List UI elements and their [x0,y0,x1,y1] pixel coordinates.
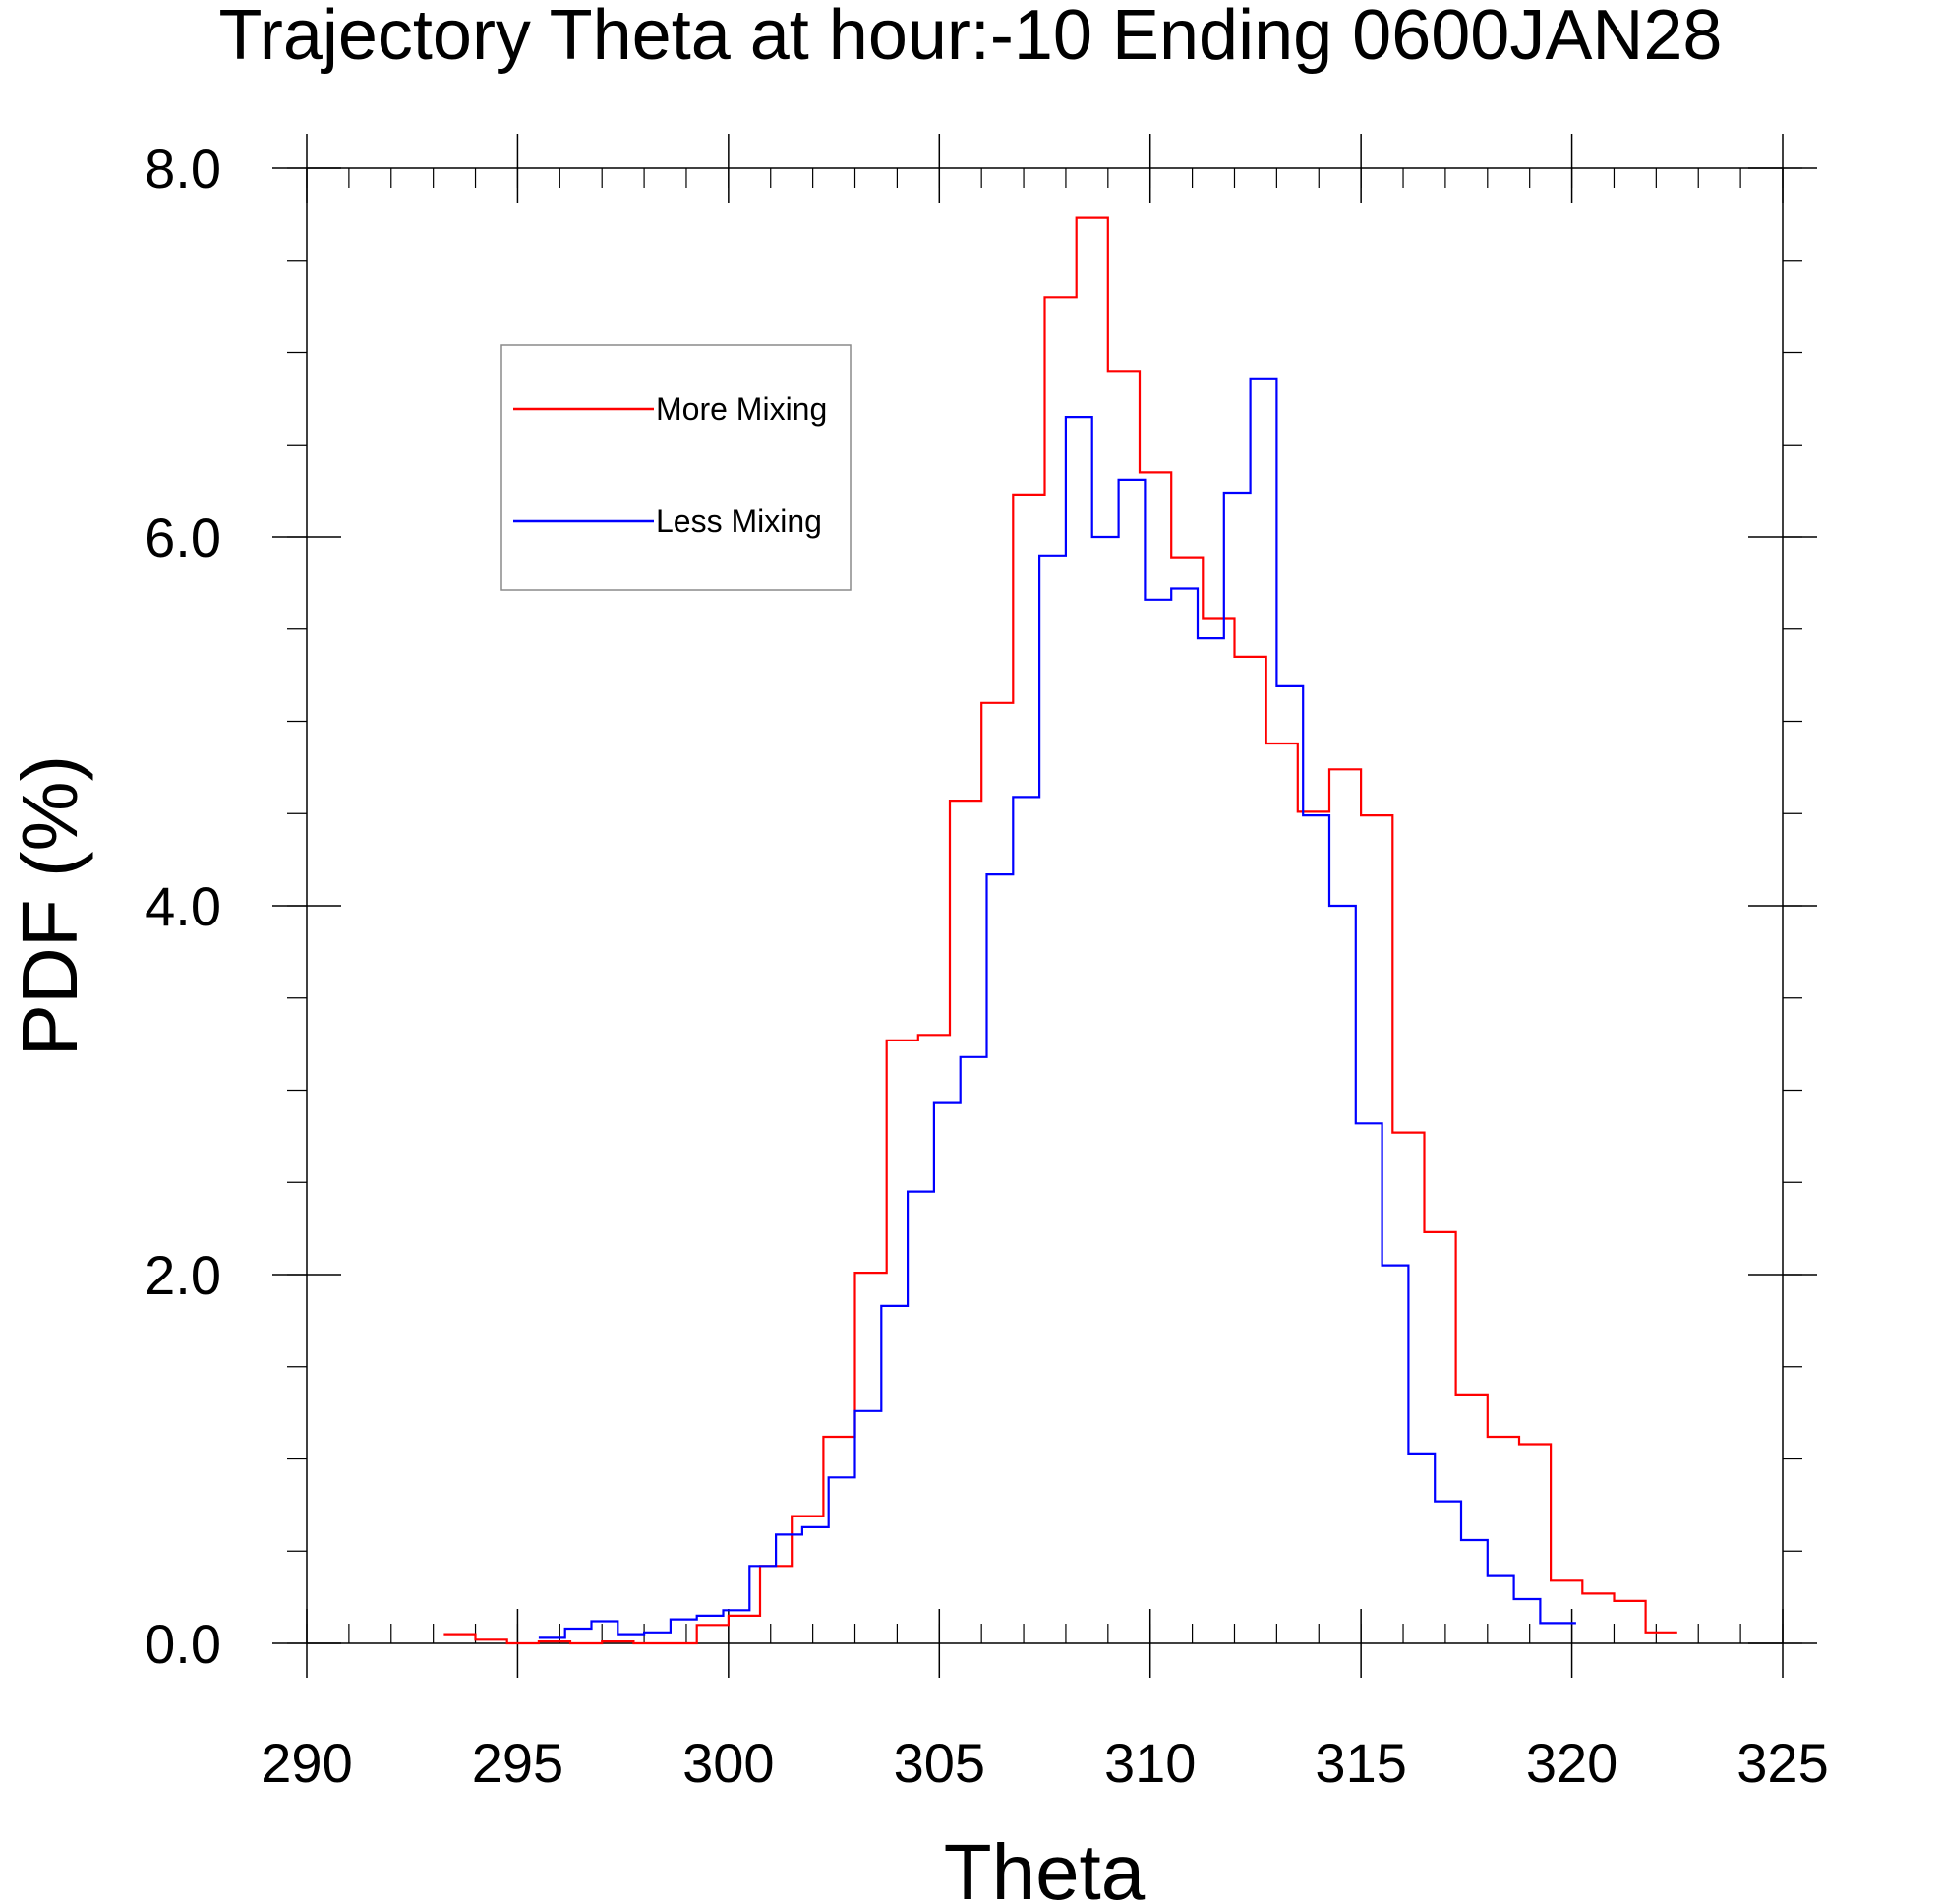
y-tick-label: 2.0 [145,1244,221,1306]
x-tick-label: 300 [682,1732,774,1794]
x-tick-labels: 290 295 300 305 310 315 320 325 [261,1732,1828,1794]
legend-box [500,344,852,591]
y-tick-labels: 0.0 2.0 4.0 6.0 8.0 [145,138,221,1675]
y-tick-label: 6.0 [145,506,221,568]
x-tick-label: 315 [1315,1732,1406,1794]
legend-label-less-mixing: Less Mixing [656,504,822,539]
x-tick-label: 305 [894,1732,985,1794]
legend-label-more-mixing: More Mixing [656,391,827,427]
legend: More Mixing Less Mixing [500,344,852,591]
x-tick-label: 295 [472,1732,563,1794]
series-line-more-mixing [443,216,1677,1645]
chart-title: Trajectory Theta at hour:-10 Ending 0600… [219,0,1723,75]
y-tick-label: 8.0 [145,138,221,200]
series-line-less-mixing [538,377,1576,1639]
series-layer [443,216,1677,1645]
y-tick-label: 4.0 [145,875,221,937]
x-tick-label: 320 [1526,1732,1618,1794]
x-axis-label: Theta [944,1828,1146,1904]
x-tick-label: 325 [1736,1732,1828,1794]
x-tick-label: 290 [261,1732,352,1794]
plot-frame [306,167,1784,1644]
y-tick-label: 0.0 [145,1613,221,1675]
y-axis-label: PDF (%) [6,755,93,1057]
x-tick-label: 310 [1104,1732,1196,1794]
